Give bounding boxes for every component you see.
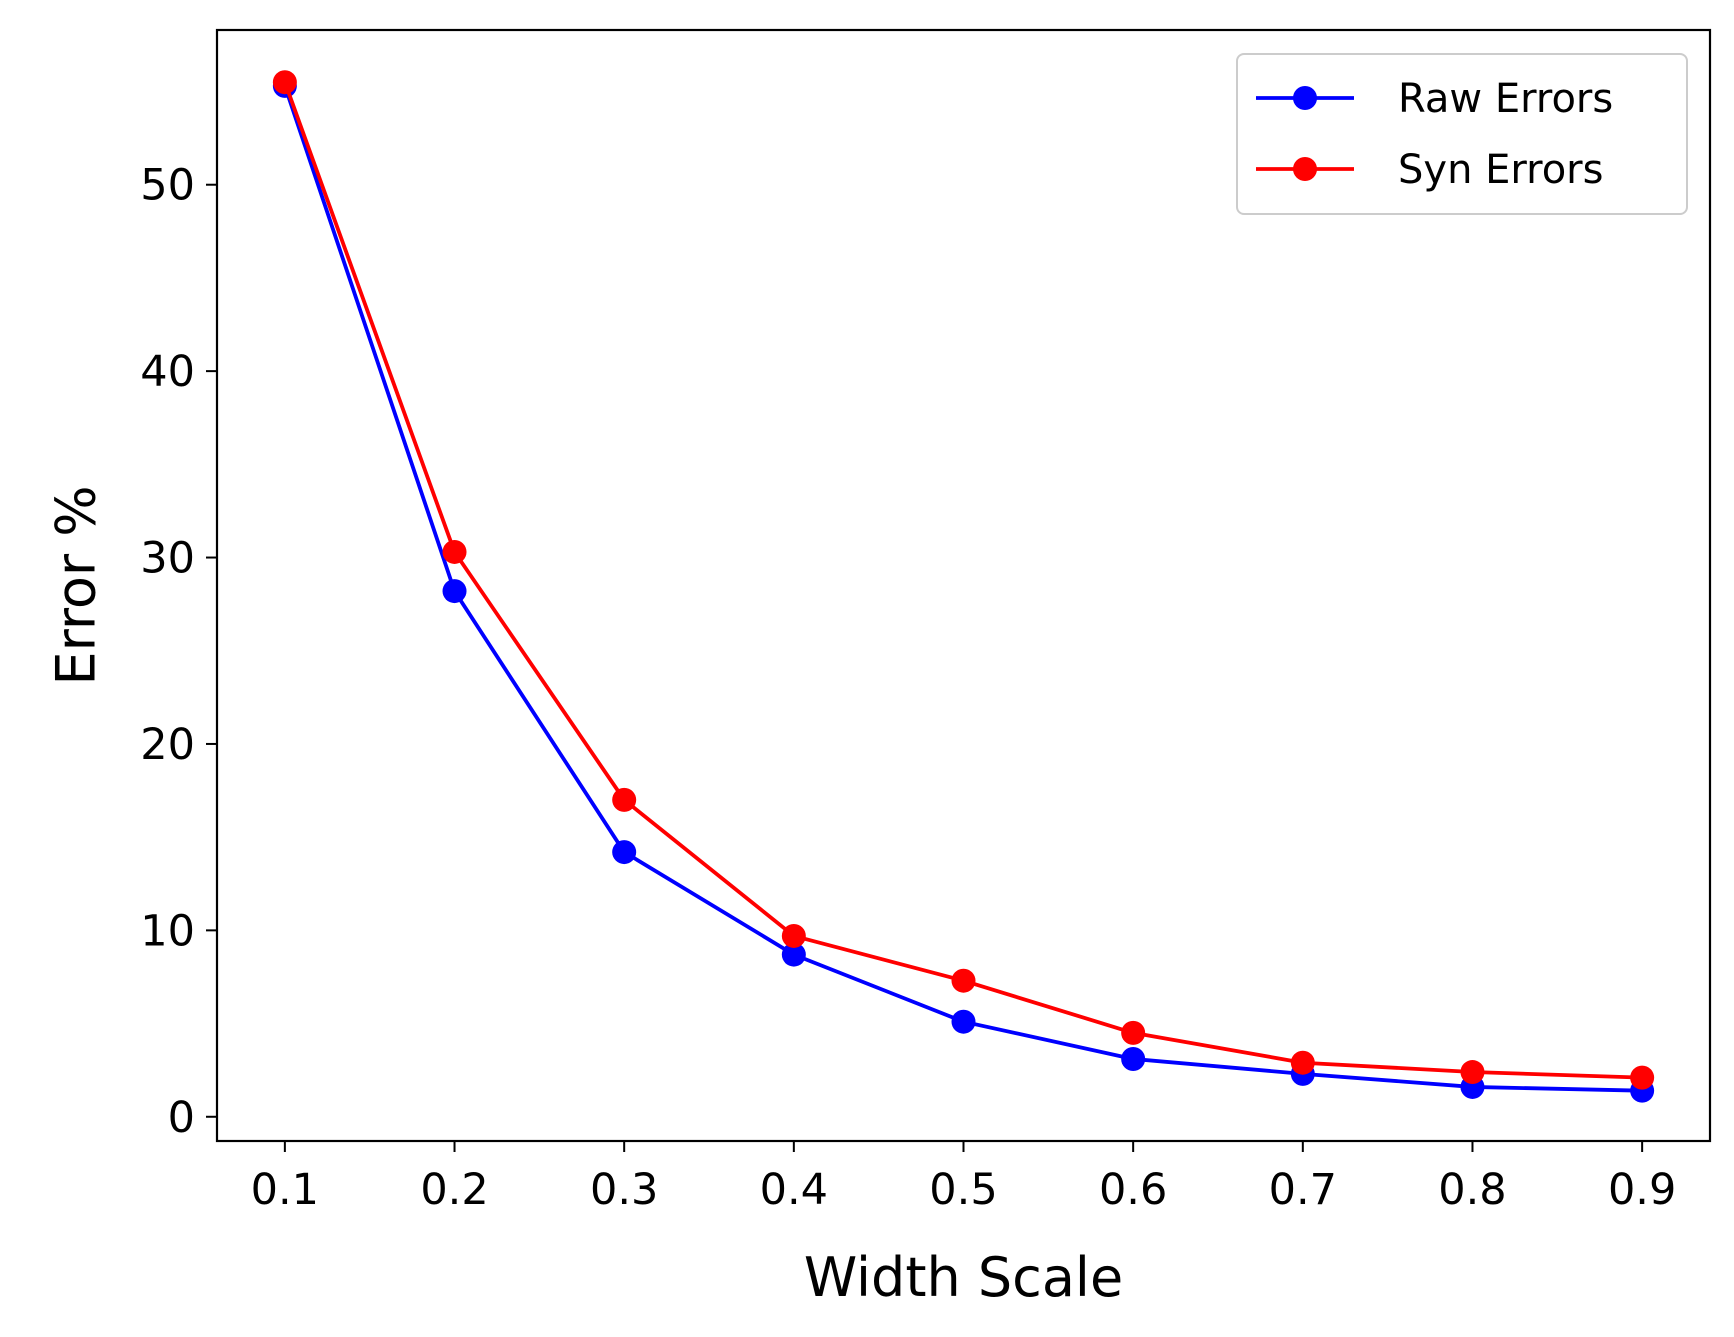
data-point-syn-errors (612, 787, 637, 812)
x-tick-label: 0.5 (929, 1165, 997, 1215)
data-point-syn-errors (1121, 1020, 1146, 1045)
x-axis-label: Width Scale (804, 1246, 1123, 1309)
y-axis-ticks: 0 10 20 30 40 50 (140, 161, 217, 1143)
data-point-raw-errors (1121, 1046, 1146, 1071)
series-syn-errors (272, 70, 1655, 1090)
y-tick-label: 20 (140, 720, 195, 770)
data-point-syn-errors (1460, 1060, 1485, 1085)
legend-marker-raw-errors (1293, 86, 1317, 110)
data-point-raw-errors (612, 840, 637, 865)
data-point-syn-errors (951, 968, 976, 993)
y-tick-label: 40 (140, 347, 195, 397)
data-point-syn-errors (781, 923, 806, 948)
y-tick-label: 10 (140, 906, 195, 956)
x-tick-label: 0.9 (1608, 1165, 1676, 1215)
data-point-syn-errors (1290, 1050, 1315, 1075)
x-tick-label: 0.3 (590, 1165, 658, 1215)
x-axis-ticks: 0.1 0.2 0.3 0.4 0.5 0.6 0.7 0.8 0.9 (251, 1141, 1676, 1215)
data-point-syn-errors (272, 70, 297, 95)
y-axis-label: Error % (45, 485, 108, 685)
y-tick-label: 30 (140, 534, 195, 584)
x-tick-label: 0.8 (1438, 1165, 1506, 1215)
data-point-raw-errors (442, 579, 467, 604)
legend: Raw Errors Syn Errors (1236, 53, 1688, 215)
x-tick-label: 0.2 (420, 1165, 488, 1215)
x-tick-label: 0.1 (251, 1165, 319, 1215)
legend-label-raw-errors: Raw Errors (1398, 76, 1613, 122)
x-tick-label: 0.7 (1269, 1165, 1337, 1215)
data-point-syn-errors (442, 539, 467, 564)
data-point-raw-errors (951, 1009, 976, 1034)
legend-marker-syn-errors (1293, 157, 1317, 181)
x-tick-label: 0.6 (1099, 1165, 1167, 1215)
legend-label-syn-errors: Syn Errors (1398, 147, 1603, 193)
legend-box (1236, 53, 1688, 215)
data-point-raw-errors (781, 942, 806, 967)
x-tick-label: 0.4 (760, 1165, 828, 1215)
y-tick-label: 0 (168, 1093, 195, 1143)
plot-area (272, 70, 1655, 1103)
data-point-syn-errors (1630, 1065, 1655, 1090)
y-tick-label: 50 (140, 161, 195, 211)
